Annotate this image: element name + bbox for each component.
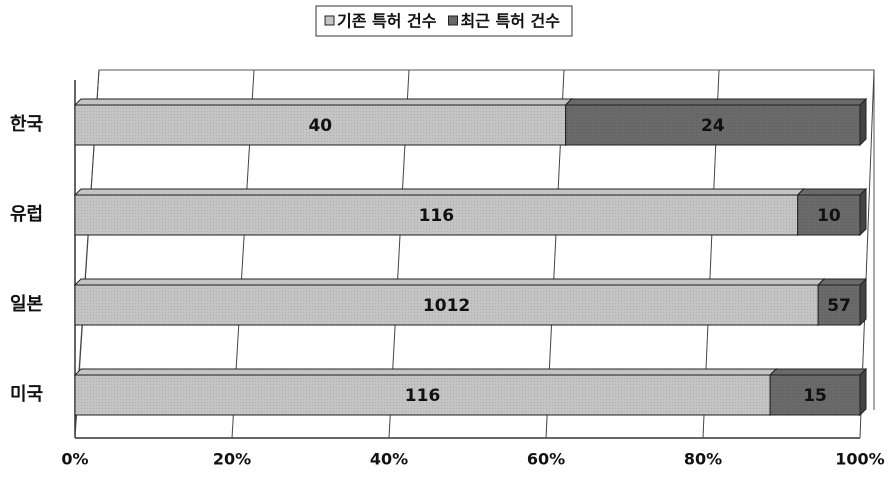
bar-texture — [75, 195, 798, 235]
bar-texture — [75, 285, 819, 325]
x-tick-label: 20% — [213, 450, 251, 469]
bar-top — [796, 188, 868, 196]
bar-top — [73, 278, 826, 286]
bar-texture — [75, 105, 566, 145]
data-label: 15 — [803, 386, 827, 406]
bar-segment: 15 — [768, 367, 868, 417]
bar-segment: 57 — [816, 277, 868, 327]
data-label: 116 — [405, 386, 441, 406]
legend: 기존 특허 건수 최근 특허 건수 — [315, 5, 573, 37]
bar-segment: 10 — [796, 187, 868, 237]
legend-label: 최근 특허 건수 — [461, 12, 561, 31]
bar-segment: 1012 — [73, 277, 826, 327]
bar-side — [859, 97, 867, 147]
x-tick-label: 0% — [61, 450, 88, 469]
x-tick-label: 80% — [684, 450, 722, 469]
data-label: 57 — [827, 296, 851, 316]
y-tick-label: 한국 — [10, 114, 43, 135]
bar-top — [73, 368, 778, 376]
data-label: 40 — [308, 116, 332, 136]
bar-side — [859, 187, 867, 237]
bar-top — [73, 188, 805, 196]
x-tick-label: 40% — [370, 450, 408, 469]
bar-segment: 40 — [73, 97, 573, 147]
x-tick-label: 100% — [835, 450, 884, 469]
bar-segment: 24 — [564, 97, 868, 147]
bar-top — [564, 98, 868, 106]
data-label: 116 — [419, 206, 455, 226]
bar-texture — [770, 375, 860, 415]
legend-swatch — [448, 15, 458, 26]
bar-texture — [75, 375, 771, 415]
bar-top — [816, 278, 868, 286]
legend-label: 기존 특허 건수 — [337, 12, 437, 31]
bar-texture — [818, 285, 860, 325]
plot-area: 0% 20% 40% 60% 80% 100% 한국 40 24 유럽 116 10 일본 1012 57 미… — [10, 69, 885, 469]
bar-side — [859, 367, 867, 417]
data-label: 1012 — [423, 296, 470, 316]
bar-top — [768, 368, 868, 376]
x-tick-label: 60% — [527, 450, 565, 469]
bar-texture — [797, 195, 860, 235]
data-label: 24 — [701, 116, 725, 136]
bar-texture — [565, 105, 860, 145]
bar-top — [73, 98, 573, 106]
legend-box — [315, 5, 573, 37]
y-tick-label: 유럽 — [10, 204, 43, 225]
data-label: 10 — [817, 206, 841, 226]
bar-segment: 116 — [73, 367, 778, 417]
legend-swatch — [324, 15, 335, 26]
y-tick-label: 미국 — [10, 384, 43, 405]
y-tick-label: 일본 — [10, 294, 43, 315]
bar-segment: 116 — [73, 187, 805, 237]
bar-side — [859, 277, 867, 327]
